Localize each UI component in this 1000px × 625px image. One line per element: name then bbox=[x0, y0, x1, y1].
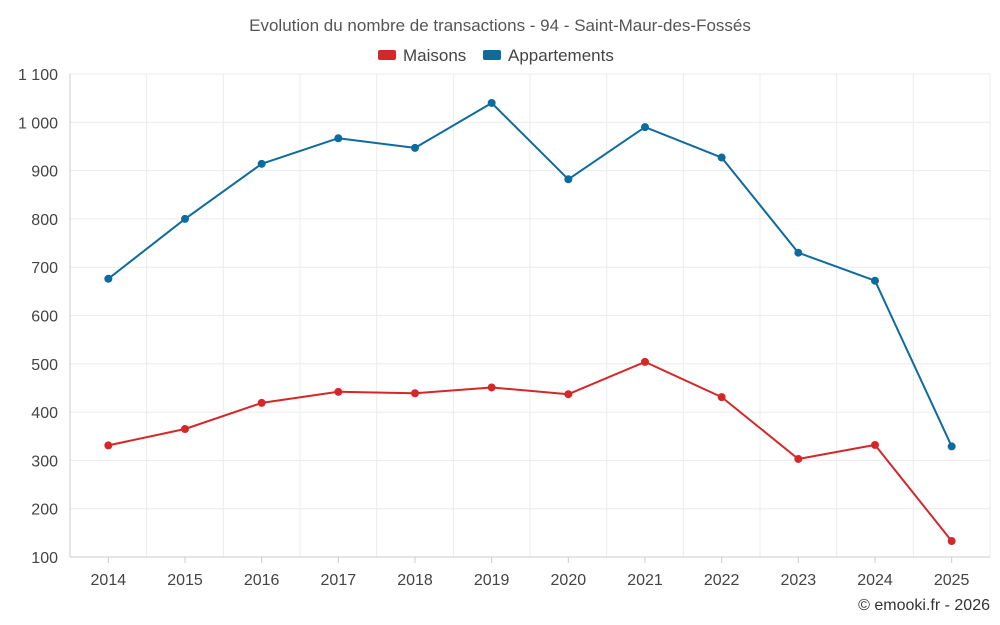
legend-swatch-appartements bbox=[483, 50, 501, 60]
series-maisons bbox=[104, 357, 956, 546]
data-point-maisons bbox=[794, 454, 803, 463]
series-line-appartements bbox=[107, 102, 953, 447]
y-tick-label: 200 bbox=[31, 502, 58, 519]
x-tick-label: 2021 bbox=[627, 572, 663, 589]
credit-text: © emooki.fr - 2026 bbox=[858, 597, 990, 614]
y-tick-label: 600 bbox=[31, 309, 58, 326]
legend-label-appartements: Appartements bbox=[508, 46, 614, 65]
data-point-maisons bbox=[334, 387, 343, 396]
series-line-maisons bbox=[108, 360, 953, 542]
x-tick-label: 2018 bbox=[397, 572, 433, 589]
y-tick-label: 700 bbox=[31, 260, 58, 277]
x-tick-label: 2015 bbox=[167, 572, 203, 589]
legend-label-maisons: Maisons bbox=[403, 46, 466, 65]
y-tick-label: 1 100 bbox=[18, 67, 58, 84]
x-tick-label: 2014 bbox=[91, 572, 127, 589]
y-tick-label: 1 000 bbox=[18, 115, 58, 132]
data-point-maisons bbox=[947, 537, 956, 546]
data-point-maisons bbox=[104, 441, 113, 450]
data-point-appartements bbox=[487, 98, 496, 107]
data-point-appartements bbox=[257, 159, 266, 168]
series-layer bbox=[104, 98, 956, 546]
x-tick-label: 2024 bbox=[857, 572, 893, 589]
y-tick-label: 100 bbox=[31, 550, 58, 567]
y-tick-label: 500 bbox=[31, 357, 58, 374]
data-point-maisons bbox=[181, 425, 189, 434]
x-tick-label: 2025 bbox=[934, 572, 970, 589]
legend-item-maisons: Maisons bbox=[378, 46, 466, 65]
data-point-appartements bbox=[104, 274, 113, 283]
data-point-appartements bbox=[717, 153, 726, 162]
chart-title: Evolution du nombre de transactions - 94… bbox=[249, 16, 751, 35]
data-point-maisons bbox=[564, 390, 573, 399]
series-appartements bbox=[104, 98, 956, 451]
data-point-maisons bbox=[257, 398, 266, 407]
data-point-appartements bbox=[411, 143, 419, 152]
axes: 100 200 300 400 500 600 700 800 900 1 000 1 100 201… bbox=[18, 67, 990, 589]
data-point-maisons bbox=[487, 383, 496, 392]
data-point-maisons bbox=[871, 440, 879, 449]
x-tick-label: 2022 bbox=[704, 572, 740, 589]
x-tick-label: 2016 bbox=[244, 572, 280, 589]
data-point-appartements bbox=[947, 442, 956, 451]
data-point-appartements bbox=[564, 175, 573, 184]
legend-swatch-maisons bbox=[378, 50, 396, 60]
y-tick-label: 900 bbox=[31, 164, 58, 181]
data-point-maisons bbox=[717, 393, 726, 402]
legend-item-appartements: Appartements bbox=[483, 46, 614, 65]
y-tick-label: 800 bbox=[31, 212, 58, 229]
y-tick-label: 400 bbox=[31, 405, 58, 422]
data-point-appartements bbox=[641, 123, 649, 132]
x-tick-label: 2017 bbox=[321, 572, 357, 589]
x-tick-label: 2023 bbox=[781, 572, 817, 589]
data-point-appartements bbox=[334, 134, 343, 143]
y-tick-label: 300 bbox=[31, 453, 58, 470]
x-tick-label: 2019 bbox=[474, 572, 510, 589]
data-point-maisons bbox=[411, 389, 419, 398]
data-point-appartements bbox=[871, 276, 879, 285]
data-point-maisons bbox=[641, 357, 649, 366]
data-point-appartements bbox=[181, 214, 189, 223]
x-tick-label: 2020 bbox=[551, 572, 587, 589]
grid-lines bbox=[70, 73, 991, 557]
data-point-appartements bbox=[794, 248, 803, 257]
legend: Maisons Appartements bbox=[378, 46, 614, 65]
